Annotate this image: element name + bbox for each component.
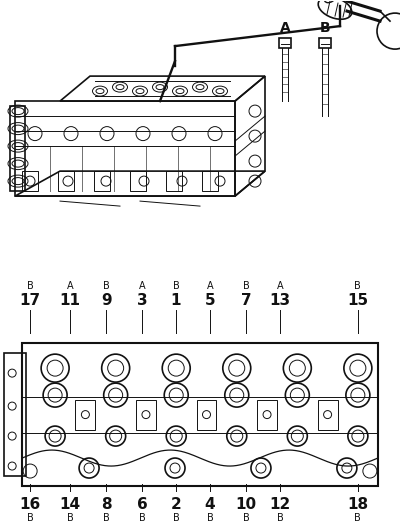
Text: 6: 6 (137, 496, 148, 512)
Text: 14: 14 (60, 496, 81, 512)
Bar (196, 400, 216, 430)
Text: A: A (67, 281, 74, 291)
Text: 12: 12 (269, 496, 290, 512)
Text: B: B (242, 281, 249, 291)
Text: 15: 15 (347, 293, 368, 308)
Text: B: B (207, 513, 213, 523)
Text: B: B (67, 513, 74, 523)
Text: 9: 9 (101, 293, 111, 308)
Text: B: B (276, 513, 283, 523)
Text: 17: 17 (20, 293, 41, 308)
Text: 2: 2 (171, 496, 181, 512)
Text: B: B (354, 513, 361, 523)
Text: B: B (139, 513, 146, 523)
Text: 1: 1 (171, 293, 181, 308)
Text: A: A (277, 281, 283, 291)
Bar (319, 38, 331, 48)
Bar (22, 171, 38, 191)
Text: A: A (280, 21, 290, 35)
Bar (4, 353, 26, 476)
Bar (75, 400, 95, 430)
Text: B: B (354, 281, 361, 291)
Bar (94, 171, 110, 191)
Bar (58, 171, 74, 191)
Text: A: A (207, 281, 213, 291)
Text: 16: 16 (20, 496, 41, 512)
Text: B: B (27, 281, 34, 291)
Bar (166, 171, 182, 191)
Text: B: B (173, 281, 179, 291)
Text: A: A (139, 281, 145, 291)
Text: 4: 4 (205, 496, 215, 512)
Text: 8: 8 (101, 496, 111, 512)
Text: 18: 18 (347, 496, 368, 512)
Bar (279, 38, 291, 48)
Text: 11: 11 (60, 293, 81, 308)
Text: B: B (27, 513, 34, 523)
Bar (136, 400, 156, 430)
Bar (202, 171, 218, 191)
Bar (130, 171, 146, 191)
Text: B: B (320, 21, 330, 35)
Text: B: B (103, 281, 110, 291)
Text: 10: 10 (236, 496, 256, 512)
Bar (257, 400, 277, 430)
Text: 3: 3 (137, 293, 147, 308)
Bar (22, 343, 378, 486)
Text: B: B (173, 513, 179, 523)
Text: 7: 7 (241, 293, 251, 308)
Text: B: B (242, 513, 249, 523)
Text: B: B (103, 513, 110, 523)
Text: 13: 13 (269, 293, 290, 308)
Text: 5: 5 (205, 293, 215, 308)
Bar (318, 400, 338, 430)
